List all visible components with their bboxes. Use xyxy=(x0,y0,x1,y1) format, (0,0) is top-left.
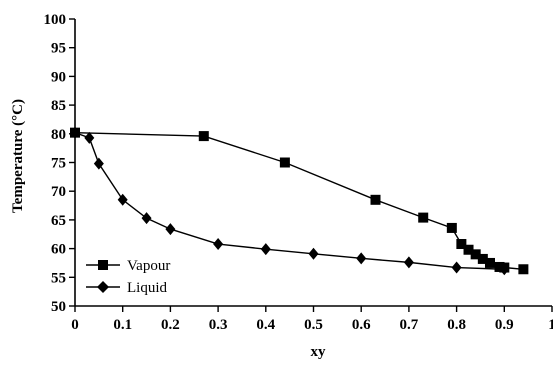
y-tick-label: 50 xyxy=(51,299,66,315)
x-tick-label: 0.2 xyxy=(161,317,180,333)
liquid-point xyxy=(165,223,175,235)
liquid-point xyxy=(452,262,462,274)
liquid-series-line xyxy=(75,133,504,270)
y-axis-title: Temperature (°C) xyxy=(10,99,26,213)
x-tick-label: 0 xyxy=(71,317,79,333)
y-tick-label: 80 xyxy=(51,127,66,143)
legend-liquid-label: Liquid xyxy=(127,280,167,296)
legend-liquid-marker xyxy=(97,281,109,293)
x-axis-title: xy xyxy=(311,344,327,360)
y-tick-label: 90 xyxy=(51,69,66,85)
vapour-point xyxy=(447,223,457,233)
x-tick-label: 0.9 xyxy=(495,317,514,333)
x-tick-label: 0.8 xyxy=(447,317,466,333)
x-tick-label: 0.1 xyxy=(113,317,132,333)
liquid-point xyxy=(142,212,152,224)
liquid-point xyxy=(213,238,223,250)
liquid-point xyxy=(309,248,319,260)
x-tick-label: 1 xyxy=(548,317,553,333)
x-tick-label: 0.5 xyxy=(304,317,323,333)
vapour-point xyxy=(518,264,528,274)
vapour-point xyxy=(485,258,495,268)
legend-vapour-label: Vapour xyxy=(127,258,170,274)
y-tick-label: 65 xyxy=(51,213,66,229)
vapour-point xyxy=(280,158,290,168)
y-tick-label: 95 xyxy=(51,41,66,57)
legend-vapour-marker xyxy=(98,260,108,270)
vapour-series-line xyxy=(75,133,523,270)
axes: 50 55 60 65 70 75 80 85 90 95 100 0 0.1 0.2 0.3 0.4 0.5 0… xyxy=(44,12,553,333)
x-tick-label: 0.3 xyxy=(209,317,228,333)
y-tick-label: 85 xyxy=(51,98,66,114)
series-layer xyxy=(70,127,528,276)
vapour-point xyxy=(199,131,209,141)
vapour-point xyxy=(418,213,428,223)
legend: Vapour Liquid xyxy=(86,258,170,296)
liquid-point xyxy=(261,243,271,255)
y-tick-label: 75 xyxy=(51,156,66,172)
y-tick-label: 60 xyxy=(51,242,66,258)
x-tick-label: 0.7 xyxy=(400,317,419,333)
y-tick-label: 100 xyxy=(44,12,67,28)
liquid-point xyxy=(404,256,414,268)
y-tick-label: 70 xyxy=(51,184,66,200)
x-tick-label: 0.4 xyxy=(256,317,275,333)
y-tick-label: 55 xyxy=(51,270,66,286)
liquid-point xyxy=(356,252,366,264)
x-tick-label: 0.6 xyxy=(352,317,371,333)
vapour-point xyxy=(371,195,381,205)
